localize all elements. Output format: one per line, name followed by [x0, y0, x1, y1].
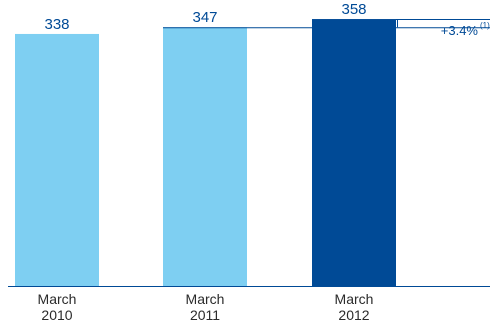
- growth-footnote-marker: (1): [480, 21, 490, 30]
- bar-value-label-1: 338: [44, 16, 69, 33]
- category-label-2: March 2011: [186, 291, 225, 323]
- bar-value-label-2: 347: [192, 9, 217, 26]
- bar-value-label-3: 358: [341, 1, 366, 18]
- category-label-3: March 2012: [335, 291, 374, 323]
- bar-1: [15, 33, 99, 286]
- growth-annotation: +3.4%: [441, 23, 479, 38]
- bar-3: [312, 19, 396, 287]
- bar-2: [163, 27, 247, 287]
- category-label-1: March 2010: [38, 291, 77, 323]
